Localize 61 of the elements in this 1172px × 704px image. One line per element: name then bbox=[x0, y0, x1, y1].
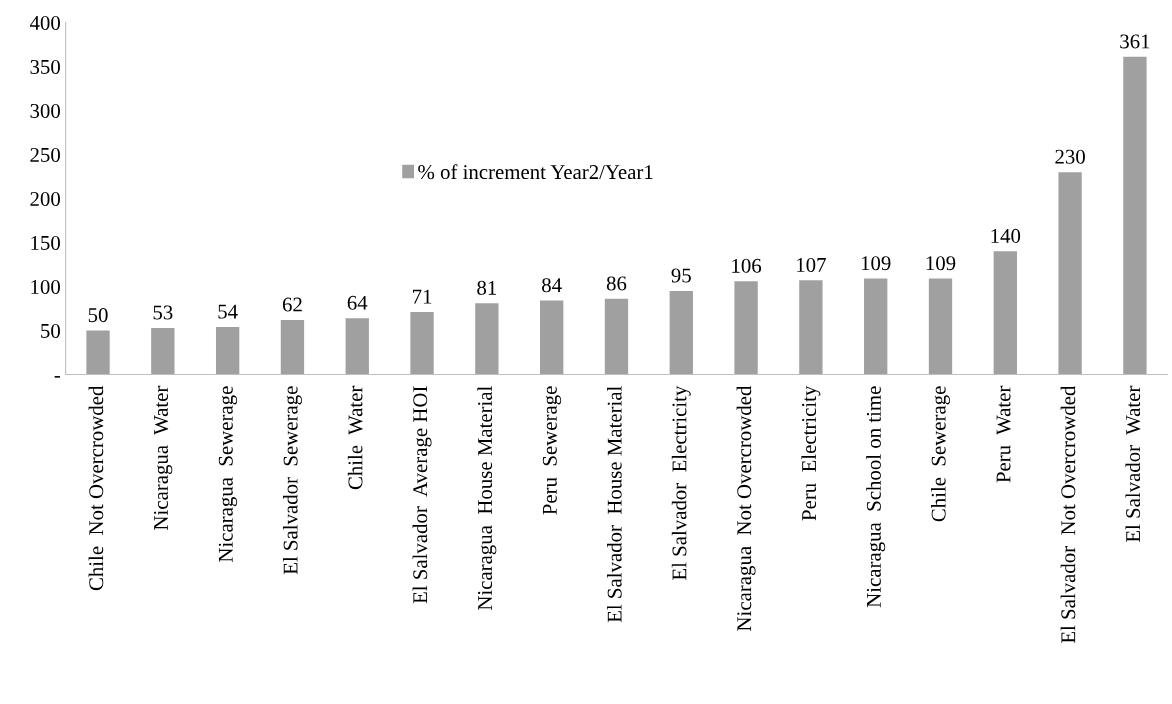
x-tick-label: El Salvador Average HOI bbox=[412, 386, 432, 604]
data-label: 95 bbox=[671, 268, 691, 283]
data-label: 53 bbox=[153, 305, 173, 320]
bar bbox=[280, 319, 305, 375]
x-tick-label: Peru Sewerage bbox=[542, 386, 562, 515]
y-tick-label: 100 bbox=[31, 279, 60, 294]
bar bbox=[215, 327, 240, 375]
y-tick-label: 150 bbox=[31, 235, 60, 250]
bar bbox=[864, 278, 888, 375]
x-tick-label: El Salvador Electricity bbox=[671, 385, 691, 580]
x-tick-label: Chile Sewerage bbox=[931, 386, 950, 522]
data-label: 84 bbox=[542, 278, 562, 293]
x-tick-label: Peru Electricity bbox=[801, 385, 821, 521]
bar bbox=[1058, 172, 1082, 375]
y-tick-label: - bbox=[54, 376, 61, 378]
x-tick-label: Peru Water bbox=[996, 385, 1011, 483]
y-tick-label: 300 bbox=[30, 103, 60, 118]
y-tick-label: 50 bbox=[41, 323, 60, 338]
data-label: 109 bbox=[861, 256, 891, 271]
data-label: 140 bbox=[991, 228, 1021, 243]
bar bbox=[475, 303, 499, 375]
x-tick-label: El Salvador Water bbox=[1125, 385, 1141, 543]
x-tick-label: El Salvador House Material bbox=[607, 386, 622, 623]
bar bbox=[993, 251, 1017, 375]
data-label: 361 bbox=[1120, 34, 1150, 49]
data-label: 106 bbox=[732, 258, 762, 273]
data-label: 230 bbox=[1055, 149, 1085, 164]
data-label: 64 bbox=[347, 295, 368, 310]
bar bbox=[151, 327, 175, 375]
data-label: 107 bbox=[797, 257, 826, 272]
x-tick-label: Nicaragua Sewerage bbox=[218, 386, 238, 563]
x-tick-label: Chile Not Overcrowded bbox=[88, 385, 104, 591]
data-label: 109 bbox=[926, 256, 956, 271]
y-tick-label: 200 bbox=[30, 191, 60, 206]
x-tick-label: El Salvador Sewerage bbox=[282, 386, 302, 575]
legend-label: % of increment Year2/Year1 bbox=[418, 164, 653, 180]
bar bbox=[345, 318, 369, 375]
x-tick-label: Nicaragua School on time bbox=[866, 386, 886, 608]
data-label: 50 bbox=[88, 308, 108, 323]
y-tick-label: 350 bbox=[30, 59, 60, 74]
y-tick-label: 400 bbox=[29, 15, 60, 30]
bar bbox=[734, 281, 758, 375]
data-label: 54 bbox=[218, 304, 238, 319]
bar bbox=[799, 280, 823, 375]
data-label: 81 bbox=[477, 280, 497, 295]
x-tick-label: Nicaragua House Material bbox=[477, 386, 497, 611]
data-label: 71 bbox=[413, 289, 432, 304]
bar bbox=[669, 290, 693, 375]
y-tick-label: 250 bbox=[30, 147, 60, 162]
x-tick-label: Chile Water bbox=[347, 385, 363, 490]
bar bbox=[540, 300, 564, 375]
x-tick-label: Nicaragua Not Overcrowded bbox=[736, 385, 756, 631]
bar bbox=[1123, 56, 1147, 375]
data-label: 86 bbox=[606, 276, 627, 291]
x-tick-label: El Salvador Not Overcrowded bbox=[1060, 385, 1076, 644]
bar bbox=[86, 330, 110, 375]
x-tick-label: Nicaragua Water bbox=[153, 385, 173, 530]
bar bbox=[410, 312, 434, 375]
data-label: 62 bbox=[282, 297, 302, 312]
bar bbox=[604, 298, 629, 375]
bar bbox=[928, 278, 953, 375]
